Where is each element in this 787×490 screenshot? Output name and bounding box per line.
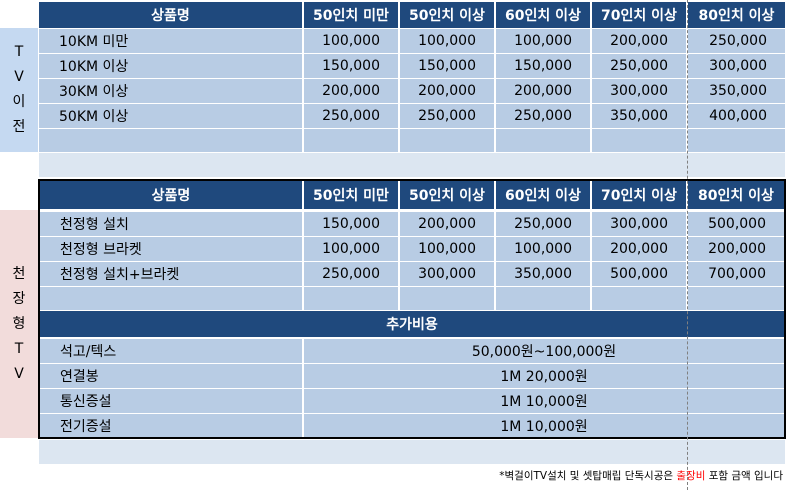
price-cell: 300,000 [592,212,686,236]
row-name: 석고/텍스 [40,339,302,363]
price-cell: 700,000 [688,262,784,286]
side-char: V [14,365,24,382]
header-80-plus: 80인치 이상 [688,2,785,28]
empty-cell [400,129,494,152]
row-name: 전기증설 [40,414,302,437]
footnote-highlight: 출장비 [676,470,706,482]
price-cell: 200,000 [400,79,494,103]
price-cell: 100,000 [400,29,494,53]
header-product-name: 상품명 [40,181,302,209]
extra-cost-title: 추가비용 [40,311,784,337]
extra-cost-value: 1M 10,000원 [304,414,784,437]
header-70-plus: 70인치 이상 [592,2,686,28]
row-name: 50KM 이상 [39,104,302,128]
price-cell: 400,000 [688,104,785,128]
extra-cost-value: 50,000원~100,000원 [304,339,784,363]
ceiling-tv-side-label: 천 장 형 T V [0,210,38,438]
empty-cell [592,287,686,310]
row-name: 10KM 미만 [39,29,302,53]
price-cell: 200,000 [496,79,590,103]
price-cell: 100,000 [496,237,590,261]
extra-cost-value: 1M 20,000원 [304,364,784,388]
footnote-text: 포함 금액 입니다 [705,470,783,482]
price-cell: 350,000 [592,104,686,128]
price-cell: 500,000 [688,212,784,236]
price-cell: 100,000 [304,29,398,53]
header-under-50: 50인치 미만 [304,2,398,28]
spacer-row [39,153,785,177]
row-name: 천정형 설치+브라켓 [40,262,302,286]
side-char: 천 [12,265,26,282]
header-under-50: 50인치 미만 [304,181,398,209]
row-name: 30KM 이상 [39,79,302,103]
price-cell: 250,000 [400,104,494,128]
empty-cell [40,287,302,310]
price-cell: 150,000 [304,54,398,78]
header-50-plus: 50인치 이상 [400,181,494,209]
price-cell: 250,000 [304,104,398,128]
header-80-plus: 80인치 이상 [688,181,784,209]
price-cell: 100,000 [400,237,494,261]
price-cell: 150,000 [304,212,398,236]
empty-cell [688,129,785,152]
price-cell: 100,000 [496,29,590,53]
price-cell: 150,000 [496,54,590,78]
price-cell: 300,000 [592,79,686,103]
price-cell: 300,000 [400,262,494,286]
ceiling-table [38,179,786,439]
header-70-plus: 70인치 이상 [592,181,686,209]
price-cell: 350,000 [496,262,590,286]
empty-cell [688,287,784,310]
page-break-line [687,0,688,490]
price-cell: 200,000 [688,237,784,261]
price-cell: 250,000 [496,104,590,128]
price-cell: 200,000 [400,212,494,236]
price-cell: 250,000 [304,262,398,286]
side-char: 장 [12,290,26,307]
empty-cell [400,287,494,310]
row-name: 통신증설 [40,389,302,413]
row-name: 천정형 브라켓 [40,237,302,261]
price-cell: 200,000 [304,79,398,103]
price-cell: 250,000 [592,54,686,78]
side-char: 전 [12,119,26,135]
price-cell: 100,000 [304,237,398,261]
empty-cell [496,287,590,310]
empty-cell [592,129,686,152]
price-cell: 350,000 [688,79,785,103]
spacer-row [39,440,785,464]
row-name: 천정형 설치 [40,212,302,236]
header-product-name: 상품명 [39,2,302,28]
price-cell: 250,000 [688,29,785,53]
price-cell: 150,000 [400,54,494,78]
side-char: T [14,44,24,60]
side-char: 이 [12,94,26,110]
row-name: 10KM 이상 [39,54,302,78]
side-char: 형 [12,315,26,332]
empty-cell [496,129,590,152]
empty-cell [39,129,302,152]
empty-cell [304,129,398,152]
footnote-text: *벽걸이TV설치 및 셋탑매립 단독시공은 [499,470,677,482]
side-char: V [14,69,24,85]
footnote: *벽걸이TV설치 및 셋탑매립 단독시공은 출장비 포함 금액 입니다 [499,468,783,483]
side-char: T [14,340,24,357]
tv-transfer-side-label: T V 이 전 [0,28,38,152]
header-50-plus: 50인치 이상 [400,2,494,28]
price-cell: 250,000 [496,212,590,236]
header-60-plus: 60인치 이상 [496,181,590,209]
extra-cost-value: 1M 10,000원 [304,389,784,413]
header-60-plus: 60인치 이상 [496,2,590,28]
price-cell: 300,000 [688,54,785,78]
price-cell: 200,000 [592,29,686,53]
row-name: 연결봉 [40,364,302,388]
empty-cell [304,287,398,310]
price-cell: 200,000 [592,237,686,261]
price-cell: 500,000 [592,262,686,286]
